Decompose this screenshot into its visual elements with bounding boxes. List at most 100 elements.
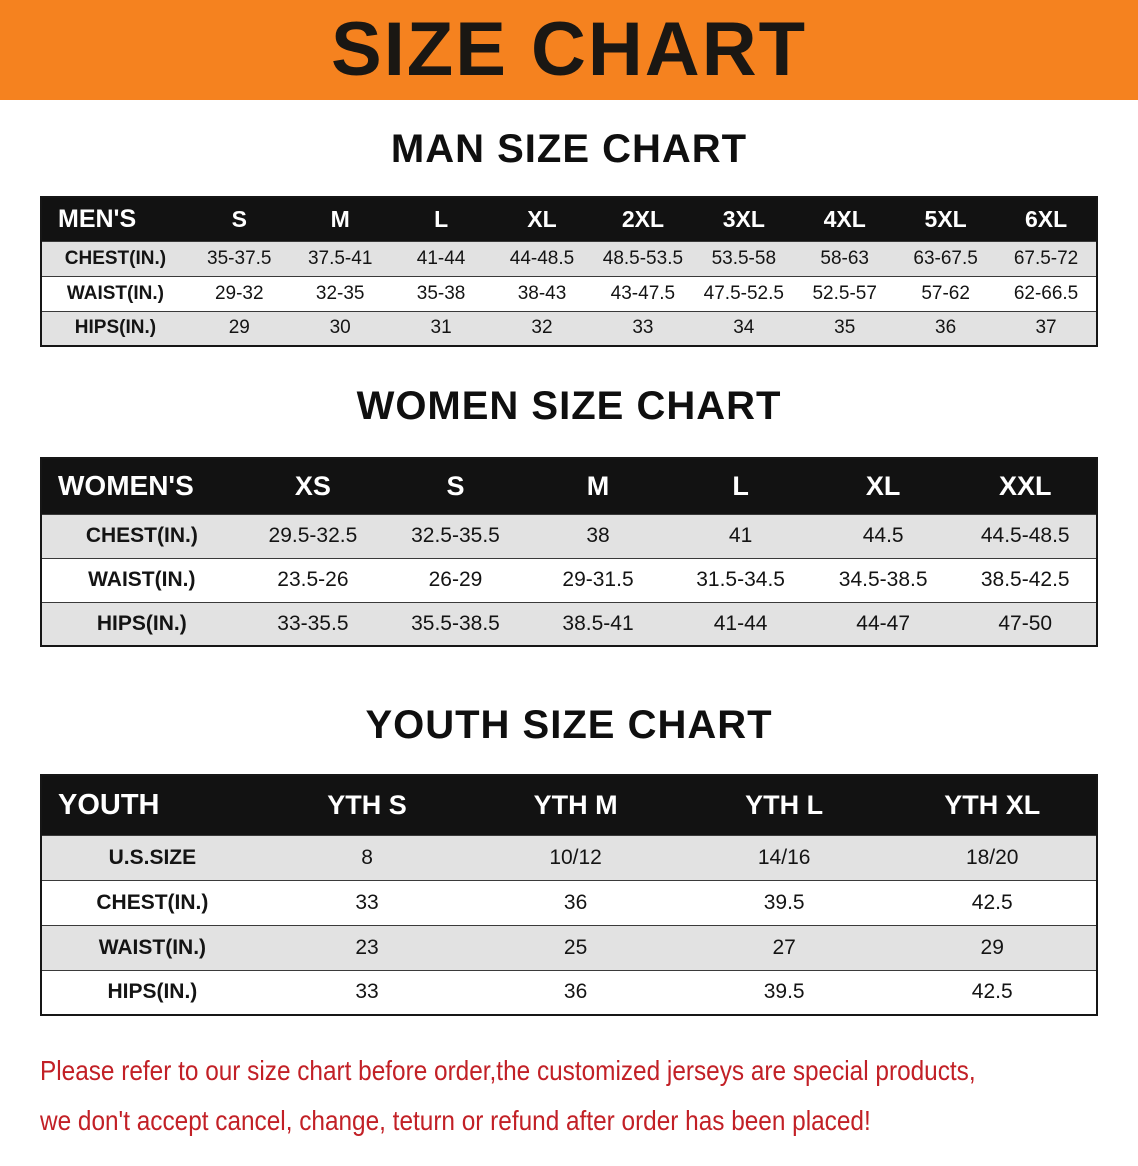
row-label-cell: HIPS(IN.) bbox=[96, 611, 187, 635]
size-value-cell: 27 bbox=[772, 935, 796, 959]
size-value-cell: 35 bbox=[834, 317, 856, 339]
size-value-cell: 32-35 bbox=[315, 282, 365, 304]
size-value-cell: 53.5-58 bbox=[711, 247, 777, 269]
size-value-cell: 29-31.5 bbox=[562, 568, 634, 591]
measurement-row: CHEST(IN.) 35-37.5 37.5-41 41-44 44-48.5 48.5… bbox=[41, 241, 1097, 276]
row-label-cell: CHEST(IN.) bbox=[64, 247, 167, 269]
size-value-cell: 38-43 bbox=[517, 282, 567, 304]
measurement-row: HIPS(IN.) 33-35.5 35.5-38.5 38.5-41 41-44 44-… bbox=[41, 602, 1097, 646]
size-chart-section-2: YOUTH SIZE CHART YOUTH YTH S YTH M YTH L YTH… bbox=[0, 702, 1138, 1016]
size-header-cell: XL bbox=[491, 197, 593, 241]
size-value-cell: 30 bbox=[329, 317, 351, 339]
size-value-cell: 42.5 bbox=[971, 980, 1013, 1004]
size-value-cell: 41-44 bbox=[713, 611, 768, 635]
size-header-cell: S bbox=[384, 458, 527, 514]
row-label-cell: HIPS(IN.) bbox=[74, 317, 157, 339]
size-value-cell: 33-35.5 bbox=[277, 611, 349, 635]
size-header-cell: XL bbox=[811, 458, 955, 514]
table-header-row: MEN'S S M L XL 2XL 3XL 4XL 5XL 6XL bbox=[41, 197, 1097, 241]
size-header-cell: S bbox=[188, 197, 290, 241]
size-table-head: MEN'S S M L XL 2XL 3XL 4XL 5XL 6XL bbox=[41, 197, 1097, 241]
size-value-cell: 34.5-38.5 bbox=[838, 568, 928, 591]
size-header-cell: 6XL bbox=[996, 197, 1097, 241]
size-table: WOMEN'S XS S M L XL XXL CHEST(IN.) 29.5-32.5 32.… bbox=[40, 457, 1098, 647]
notice-line-1: Please refer to our size chart before or… bbox=[40, 1055, 976, 1086]
row-label-cell: CHEST(IN.) bbox=[85, 524, 198, 547]
size-header-cell: L bbox=[390, 197, 492, 241]
size-header-cell: L bbox=[669, 458, 812, 514]
table-title-cell: MEN'S bbox=[41, 197, 189, 241]
size-header-cell: 4XL bbox=[794, 197, 896, 241]
size-value-cell: 41-44 bbox=[416, 247, 466, 269]
size-value-cell: 57-62 bbox=[921, 282, 970, 304]
measurement-row: U.S.SIZE 8 10/12 14/16 18/20 bbox=[41, 835, 1097, 880]
size-header-cell: YTH S bbox=[262, 775, 472, 835]
size-value-cell: 29 bbox=[228, 317, 250, 339]
size-value-cell: 37.5-41 bbox=[307, 247, 373, 269]
section-heading: WOMEN SIZE CHART bbox=[356, 384, 782, 428]
size-value-cell: 31.5-34.5 bbox=[696, 568, 785, 591]
size-table-body: CHEST(IN.) 29.5-32.5 32.5-35.5 38 41 44.5 44.5… bbox=[41, 514, 1097, 646]
table-title-cell: WOMEN'S bbox=[41, 458, 242, 514]
size-value-cell: 35.5-38.5 bbox=[411, 611, 500, 635]
size-value-cell: 29.5-32.5 bbox=[268, 524, 358, 547]
size-value-cell: 37 bbox=[1035, 317, 1057, 339]
footer-notice: Please refer to our size chart before or… bbox=[40, 1046, 1138, 1146]
page-title: SIZE CHART bbox=[331, 7, 807, 92]
size-value-cell: 10/12 bbox=[549, 845, 602, 869]
size-value-cell: 32 bbox=[531, 317, 553, 339]
row-label-cell: WAIST(IN.) bbox=[88, 568, 196, 591]
size-value-cell: 29-32 bbox=[214, 282, 264, 304]
size-header-cell: 3XL bbox=[693, 197, 795, 241]
size-value-cell: 38 bbox=[586, 524, 610, 547]
size-value-cell: 52.5-57 bbox=[812, 282, 877, 304]
size-value-cell: 36 bbox=[563, 890, 588, 914]
size-value-cell: 41 bbox=[728, 524, 753, 547]
row-label-cell: U.S.SIZE bbox=[108, 845, 197, 869]
size-value-cell: 32.5-35.5 bbox=[411, 524, 500, 547]
size-value-cell: 18/20 bbox=[965, 845, 1019, 869]
size-value-cell: 63-67.5 bbox=[913, 247, 978, 269]
size-value-cell: 36 bbox=[935, 317, 957, 339]
size-value-cell: 23 bbox=[355, 935, 379, 959]
size-value-cell: 44.5 bbox=[862, 524, 904, 547]
size-header-cell: YTH L bbox=[679, 775, 889, 835]
size-value-cell: 38.5-42.5 bbox=[980, 568, 1070, 591]
size-value-cell: 14/16 bbox=[757, 845, 811, 869]
size-value-cell: 44-48.5 bbox=[509, 247, 575, 269]
size-value-cell: 38.5-41 bbox=[562, 611, 634, 635]
row-label-cell: WAIST(IN.) bbox=[66, 282, 164, 304]
row-label-cell: WAIST(IN.) bbox=[98, 935, 207, 959]
size-value-cell: 33 bbox=[355, 980, 379, 1004]
section-heading: MAN SIZE CHART bbox=[390, 127, 748, 171]
size-value-cell: 62-66.5 bbox=[1013, 282, 1079, 304]
size-table-body: CHEST(IN.) 35-37.5 37.5-41 41-44 44-48.5 48.5… bbox=[41, 241, 1097, 346]
notice-line-2: we don't accept cancel, change, teturn o… bbox=[40, 1105, 871, 1136]
measurement-row: HIPS(IN.) 33 36 39.5 42.5 bbox=[41, 970, 1097, 1015]
size-value-cell: 39.5 bbox=[763, 890, 805, 914]
measurement-row: HIPS(IN.) 29 30 31 32 33 34 35 36 37 bbox=[41, 311, 1097, 346]
size-value-cell: 47.5-52.5 bbox=[703, 282, 784, 304]
size-value-cell: 31 bbox=[430, 317, 452, 339]
size-header-cell: XXL bbox=[954, 458, 1097, 514]
measurement-row: WAIST(IN.) 23 25 27 29 bbox=[41, 925, 1097, 970]
size-value-cell: 23.5-26 bbox=[277, 568, 349, 591]
section-heading: YOUTH SIZE CHART bbox=[365, 703, 773, 747]
size-value-cell: 35-37.5 bbox=[207, 247, 272, 269]
size-value-cell: 42.5 bbox=[971, 890, 1013, 914]
size-value-cell: 33 bbox=[632, 317, 654, 339]
size-value-cell: 25 bbox=[563, 935, 588, 959]
row-label-cell: CHEST(IN.) bbox=[96, 890, 209, 914]
measurement-row: CHEST(IN.) 29.5-32.5 32.5-35.5 38 41 44.5 44.5… bbox=[41, 514, 1097, 558]
table-title-cell: YOUTH bbox=[41, 775, 263, 835]
size-value-cell: 47-50 bbox=[998, 611, 1053, 635]
banner: SIZE CHART bbox=[0, 0, 1138, 100]
size-table: YOUTH YTH S YTH M YTH L YTH XL U.S.SIZE 8 10/1… bbox=[40, 774, 1098, 1016]
size-value-cell: 58-63 bbox=[820, 247, 870, 269]
table-header-row: YOUTH YTH S YTH M YTH L YTH XL bbox=[41, 775, 1097, 835]
size-table: MEN'S S M L XL 2XL 3XL 4XL 5XL 6XL CHEST(IN.) 35-3… bbox=[40, 196, 1098, 347]
size-header-cell: M bbox=[526, 458, 670, 514]
size-chart-section-1: WOMEN SIZE CHART WOMEN'S XS S M L XL XXL CHEST… bbox=[0, 383, 1138, 647]
size-value-cell: 44-47 bbox=[856, 611, 911, 635]
